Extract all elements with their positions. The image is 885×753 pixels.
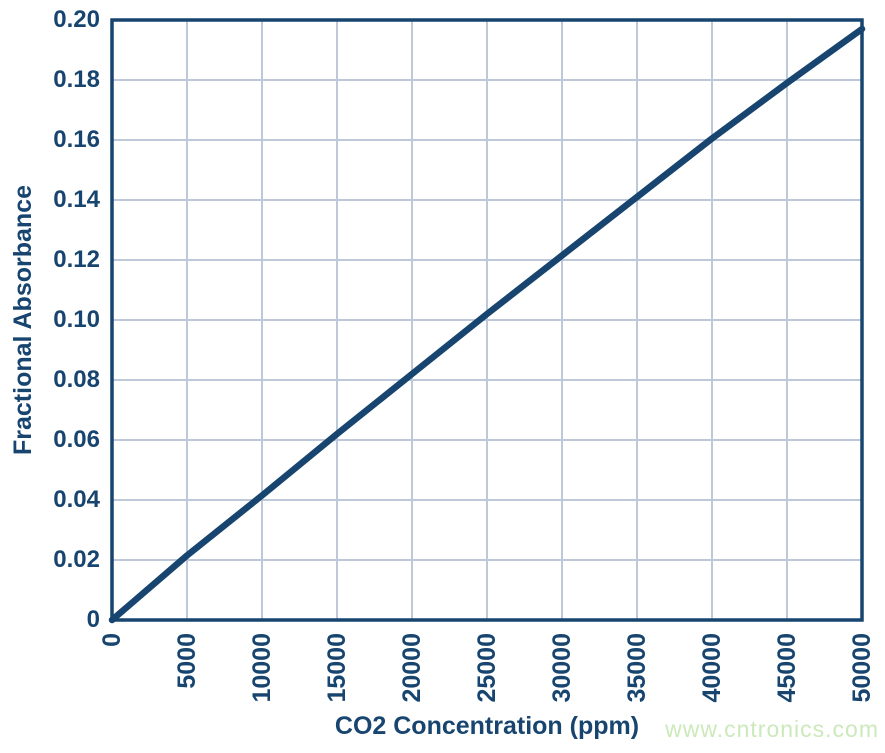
watermark-text: www.cntronics.com: [665, 716, 879, 742]
y-tick-label: 0.08: [53, 366, 100, 393]
x-tick-label: 35000: [623, 633, 651, 703]
y-tick-label: 0.20: [53, 6, 100, 33]
x-tick-label: 0: [98, 633, 126, 647]
x-tick-label: 15000: [323, 633, 351, 703]
x-tick-label: 45000: [773, 633, 801, 703]
y-tick-label: 0: [86, 606, 100, 633]
data-line: [108, 25, 866, 624]
y-tick-label: 0.16: [53, 126, 100, 153]
y-tick-label: 0.04: [53, 486, 100, 513]
x-tick-label: 40000: [698, 633, 726, 703]
x-tick-label: 5000: [173, 633, 201, 689]
y-tick-label: 0.12: [53, 246, 100, 273]
x-tick-label: 20000: [398, 633, 426, 703]
y-tick-label: 0.18: [53, 66, 100, 93]
x-tick-label: 25000: [473, 633, 501, 703]
y-tick-label: 0.14: [53, 186, 100, 213]
y-tick-label: 0.02: [53, 546, 100, 573]
x-tick-label: 30000: [548, 633, 576, 703]
y-tick-label: 0.10: [53, 306, 100, 333]
plot-frame: [110, 18, 864, 622]
x-tick-label: 10000: [248, 633, 276, 703]
x-axis-title: CO2 Concentration (ppm): [334, 712, 640, 740]
y-tick-label: 0.06: [53, 426, 100, 453]
x-tick-label: 50000: [848, 633, 876, 703]
y-axis-title: Fractional Absorbance: [9, 185, 37, 455]
